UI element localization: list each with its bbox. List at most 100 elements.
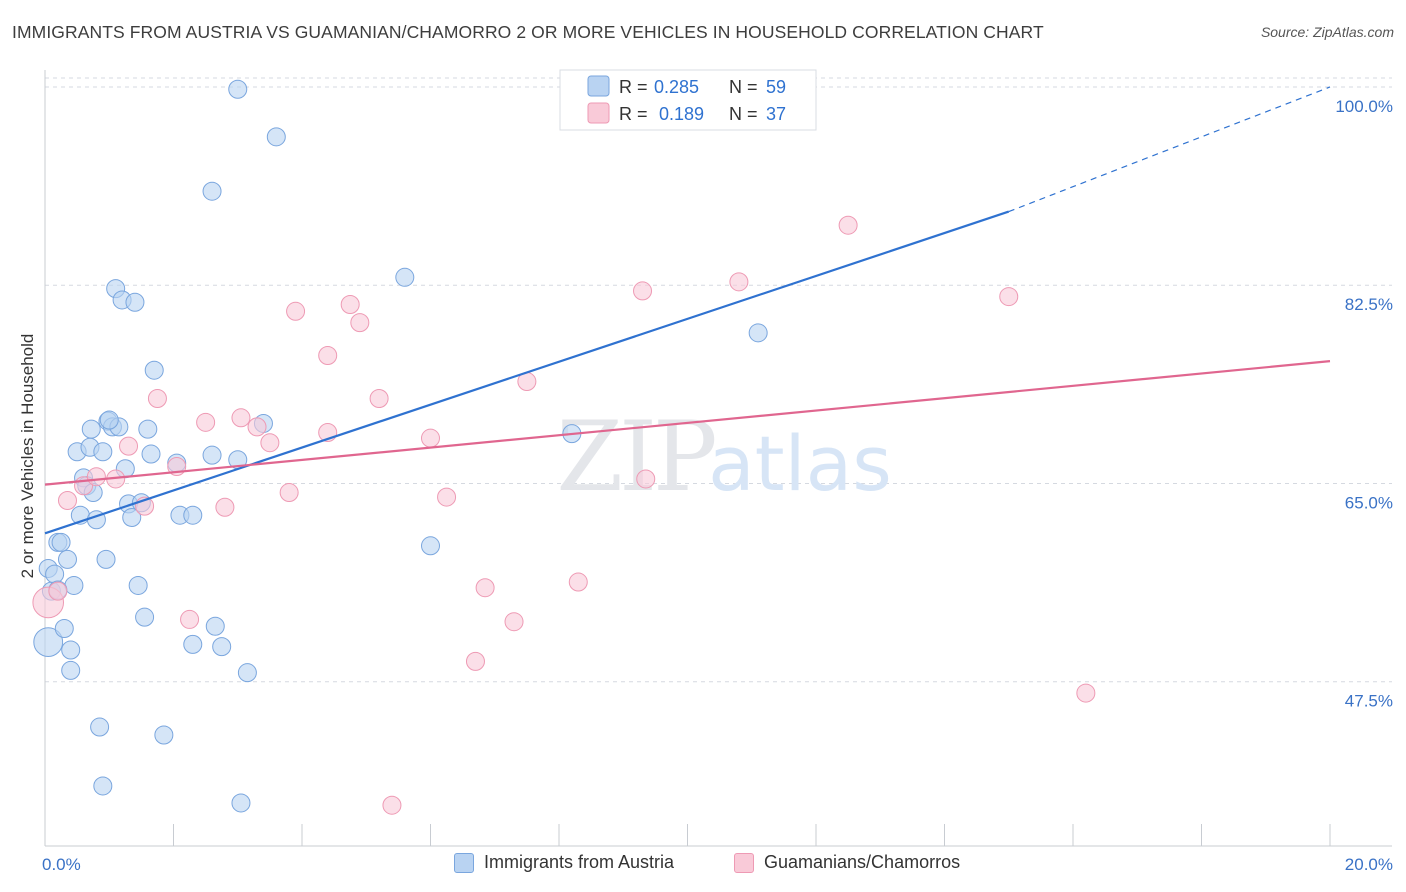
point-austria [61,640,81,660]
point-guamanian [475,578,495,598]
point-guamanian [260,433,280,453]
point-austria [45,564,65,584]
legend-label-austria: Immigrants from Austria [484,852,675,872]
point-austria [81,419,101,439]
legend-r-label-blue: R = [619,77,648,97]
point-guamanian [48,581,68,601]
point-austria [202,445,222,465]
point-guamanian [196,412,216,432]
point-guamanian [421,428,440,448]
y-tick-label: 82.5% [1345,295,1393,314]
point-austria [266,127,286,147]
point-guamanian [729,272,749,292]
point-austria [135,607,155,627]
point-guamanian [86,467,106,487]
point-guamanian [633,281,653,301]
legend-swatch-guamanian [734,852,754,873]
point-guamanian [247,417,267,437]
point-guamanian [636,469,656,489]
legend-item-guamanian: Guamanians/Chamorros [734,852,960,873]
point-austria [212,637,232,657]
legend-n-value-pink: 37 [766,104,786,124]
point-guamanian [215,497,235,517]
legend-label-guamanian: Guamanians/Chamorros [764,852,961,872]
point-guamanian [340,294,360,314]
point-austria [93,776,113,796]
point-guamanian [286,301,306,321]
point-austria [96,549,116,569]
point-guamanian [369,389,389,409]
point-austria [748,323,768,343]
point-guamanian [231,408,251,428]
point-austria [61,660,81,680]
point-austria [228,79,248,99]
legend-swatch-austria [454,852,474,873]
point-austria [99,410,119,430]
legend-item-austria: Immigrants from Austria [454,852,674,873]
axes: 100.0% 82.5% 65.0% 47.5% 0.0% 20.0% [42,70,1393,874]
point-guamanian [147,389,167,409]
point-austria [33,627,64,657]
watermark-zip: ZIP [556,401,715,513]
point-guamanian [57,490,77,510]
point-guamanian [279,483,299,503]
point-austria [51,532,71,552]
point-guamanian [838,215,858,235]
legend-n-label-pink: N = [729,104,758,124]
legend-swatch-pink [587,102,610,124]
point-guamanian [437,487,457,507]
y-tick-label: 65.0% [1345,493,1393,512]
series-legend: Immigrants from Austria Guamanians/Chamo… [0,850,1406,878]
point-austria [144,360,164,380]
y-axis-label: 2 or more Vehicles in Household [18,334,37,579]
grid-lines [45,77,1392,683]
point-guamanian [465,651,485,671]
point-austria [57,549,77,569]
x-tick-label-max: 20.0% [1345,855,1393,874]
point-austria [54,618,74,638]
point-guamanian [382,795,402,815]
point-guamanian [180,609,200,629]
point-austria [395,267,415,287]
legend-r-value-blue: 0.285 [654,77,699,97]
point-austria [122,507,142,527]
source-note: Source: ZipAtlas.com [1260,24,1394,40]
legend-r-label-pink: R = [619,104,648,124]
legend-r-value-pink: 0.189 [659,104,704,124]
point-austria [64,575,84,595]
trend-lines [44,86,1331,535]
point-austria [138,419,158,439]
point-austria [183,634,203,654]
point-austria [90,717,110,737]
y-tick-label: 47.5% [1345,692,1393,711]
data-points [32,79,1096,815]
point-austria [205,616,225,636]
point-austria [125,292,145,312]
y-tick-label: 100.0% [1335,97,1393,116]
trend-line-guamanian [44,360,1331,486]
trend-line-austria [44,210,1010,535]
point-guamanian [350,313,370,333]
x-tick-label-min: 0.0% [42,855,81,874]
point-austria [141,444,161,464]
point-austria [183,505,203,525]
legend-n-value-blue: 59 [766,77,786,97]
point-austria [93,442,113,462]
legend-n-label-blue: N = [729,77,758,97]
point-austria [421,536,440,556]
point-guamanian [119,436,139,456]
point-guamanian [568,572,588,592]
legend-swatch-blue [587,75,610,97]
stats-legend: R = 0.285 N = 59 R = 0.189 N = 37 [559,69,817,131]
point-austria [202,181,222,201]
point-guamanian [318,345,338,365]
chart-title: IMMIGRANTS FROM AUSTRIA VS GUAMANIAN/CHA… [12,22,1044,42]
point-guamanian [1076,683,1096,703]
point-guamanian [504,612,524,632]
point-austria [128,575,148,595]
point-austria [237,663,257,683]
point-guamanian [999,287,1019,307]
point-austria [154,725,174,745]
point-austria [231,793,251,813]
